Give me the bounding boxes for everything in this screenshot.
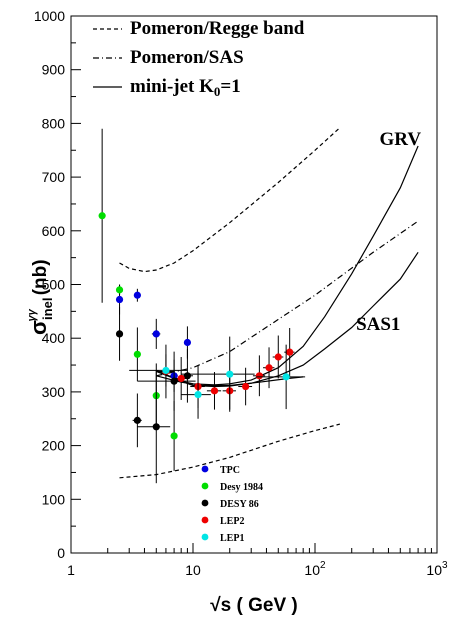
axis-titles: √s ( GeV ) σinelγγ(nb) [26,259,298,616]
legend-entry-lep1: LEP1 [201,533,244,544]
y-tick-label: 100 [42,491,66,507]
series-lep2 [156,327,295,410]
data-marker [194,390,202,399]
legend-label: Pomeron/SAS [130,47,244,68]
data-marker [265,364,273,372]
data-point [256,344,306,410]
legend-entry-desy-1984: Desy 1984 [201,482,263,493]
legend-marker [201,465,209,473]
legend-marker [201,533,209,541]
y-tick-label: 700 [42,169,66,185]
legend-entry-tpc: TPC [201,465,240,476]
theory-curves [119,127,419,479]
y-tick-label: 300 [42,384,66,400]
y-axis-title: σinelγγ(nb) [26,259,55,335]
legend-marker [201,499,209,507]
data-point [129,354,188,387]
legend-marker [201,516,209,524]
x-axis-title: √s ( GeV ) [210,595,298,616]
legend-entry-desy-86: DESY 86 [201,499,259,510]
data-marker [255,372,263,380]
x-tick-label: 1 [67,562,75,578]
data-point [170,401,178,471]
data-marker [152,423,160,431]
curve-grv [156,145,419,386]
y-tick-label: 900 [42,62,66,78]
data-point [181,370,211,419]
legend-entry: mini-jet K0=1 [93,76,241,99]
annotations: GRV SAS1 [356,129,421,335]
data-marker [282,373,290,381]
data-marker [133,291,141,299]
legend-entry: Pomeron/SAS [93,47,244,68]
data-point [174,356,188,400]
legend-label: Pomeron/Regge band [130,18,305,39]
y-tick-label: 800 [42,115,66,131]
legend-entry-lep2: LEP2 [201,516,244,527]
legend-label: DESY 86 [220,499,259,510]
y-tick-label: 400 [42,330,66,346]
data-marker [170,432,178,440]
series-lep1 [129,336,306,419]
data-point [151,318,161,349]
data-point [115,284,124,296]
data-marker [115,330,124,338]
data-point [98,128,106,303]
y-tick-label: 200 [42,438,66,454]
legend-experiments: TPC Desy 1984 DESY 86 LEP2 LEP1 [201,465,263,544]
series-desy-1984 [98,128,178,471]
legend-label: LEP2 [220,516,244,527]
data-marker [152,330,160,338]
data-marker [98,212,106,220]
legend-marker [201,482,209,490]
data-point [238,367,253,406]
data-point [181,336,255,412]
data-point [252,355,266,397]
data-point [133,327,141,382]
data-marker [177,374,185,383]
data-marker [133,416,141,424]
x-tick-label: 103 [426,560,448,578]
data-point [263,347,275,389]
data-marker [170,377,178,385]
x-tick-label: 102 [304,560,326,578]
data-marker [274,353,282,361]
data-points [98,128,306,484]
legend-top: Pomeron/Regge band Pomeron/SAS mini-jet K0… [93,18,305,99]
data-marker [115,286,124,294]
legend-label: TPC [220,465,240,476]
legend-label: Desy 1984 [220,482,263,493]
legend-entry: Pomeron/Regge band [93,18,305,39]
data-point [133,288,141,302]
y-tick-label: 600 [42,223,66,239]
data-point [115,307,124,361]
legend-label: LEP1 [220,533,244,544]
y-tick-label: 0 [57,545,65,561]
data-point [206,372,222,410]
data-point [132,393,142,448]
data-point [137,370,171,484]
curve-band-upper [119,127,341,273]
data-marker [162,366,170,375]
annotation-grv: GRV [379,129,421,150]
legend-label: mini-jet K0=1 [130,76,241,99]
data-marker [242,382,250,391]
data-marker [210,387,219,395]
data-marker [115,295,124,304]
data-point [272,335,284,379]
plot-frame [70,15,438,554]
data-marker [133,350,141,358]
data-marker [226,370,234,378]
y-tick-label: 1000 [34,8,65,24]
y-tick-label: 500 [42,277,66,293]
curve-pomeron-sas [156,220,419,377]
data-marker [286,348,294,356]
annotation-sas1: SAS1 [356,314,400,335]
data-point [137,351,196,411]
data-marker [183,338,192,347]
series-desy-86 [115,307,196,484]
x-tick-label: 10 [185,562,201,578]
